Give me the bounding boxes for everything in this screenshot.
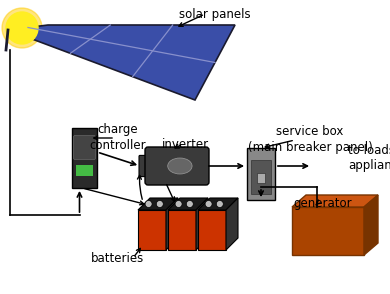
- Text: to loads/
appliances: to loads/ appliances: [348, 143, 390, 173]
- FancyBboxPatch shape: [247, 148, 275, 200]
- Text: inverter: inverter: [161, 138, 209, 151]
- Polygon shape: [196, 198, 208, 250]
- Circle shape: [145, 201, 152, 208]
- Circle shape: [6, 12, 38, 44]
- Polygon shape: [198, 198, 238, 210]
- FancyBboxPatch shape: [73, 136, 96, 160]
- Text: solar panels: solar panels: [179, 8, 251, 21]
- Polygon shape: [168, 198, 208, 210]
- Polygon shape: [166, 198, 178, 250]
- Polygon shape: [138, 210, 166, 250]
- FancyBboxPatch shape: [76, 165, 93, 176]
- Circle shape: [175, 201, 182, 208]
- Polygon shape: [364, 195, 378, 255]
- FancyBboxPatch shape: [72, 128, 97, 188]
- Text: service box
(main breaker panel): service box (main breaker panel): [248, 125, 372, 154]
- Circle shape: [186, 201, 193, 208]
- Circle shape: [205, 201, 212, 208]
- Ellipse shape: [168, 158, 192, 174]
- Text: charge
controller: charge controller: [90, 123, 146, 152]
- Polygon shape: [198, 210, 226, 250]
- Polygon shape: [226, 198, 238, 250]
- FancyBboxPatch shape: [139, 156, 150, 177]
- Polygon shape: [168, 210, 196, 250]
- FancyBboxPatch shape: [251, 160, 271, 194]
- Circle shape: [216, 201, 223, 208]
- Polygon shape: [138, 198, 178, 210]
- Polygon shape: [292, 207, 364, 255]
- Polygon shape: [292, 195, 378, 207]
- FancyBboxPatch shape: [145, 147, 209, 185]
- Circle shape: [156, 201, 163, 208]
- Text: batteries: batteries: [91, 252, 145, 265]
- FancyBboxPatch shape: [257, 173, 265, 183]
- Polygon shape: [8, 25, 235, 100]
- Text: generator: generator: [294, 197, 352, 210]
- Circle shape: [2, 8, 42, 48]
